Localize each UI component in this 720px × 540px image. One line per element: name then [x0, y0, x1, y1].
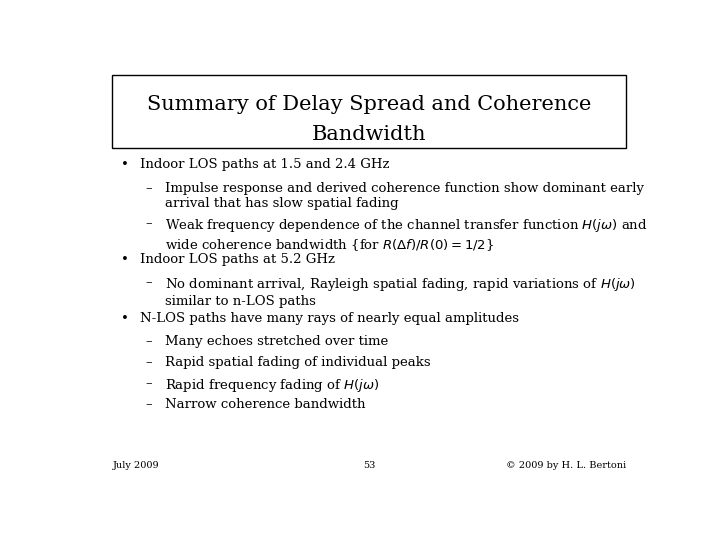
Text: N-LOS paths have many rays of nearly equal amplitudes: N-LOS paths have many rays of nearly equ… [140, 312, 519, 325]
Text: No dominant arrival, Rayleigh spatial fading, rapid variations of $H(j\omega)$
s: No dominant arrival, Rayleigh spatial fa… [166, 276, 636, 308]
Text: •: • [121, 158, 129, 171]
Text: Many echoes stretched over time: Many echoes stretched over time [166, 335, 389, 348]
Text: Impulse response and derived coherence function show dominant early
arrival that: Impulse response and derived coherence f… [166, 182, 644, 210]
Text: •: • [121, 253, 129, 266]
Text: –: – [145, 398, 153, 411]
Text: Rapid frequency fading of $H(j\omega)$: Rapid frequency fading of $H(j\omega)$ [166, 377, 380, 394]
Text: Indoor LOS paths at 1.5 and 2.4 GHz: Indoor LOS paths at 1.5 and 2.4 GHz [140, 158, 390, 171]
Text: Indoor LOS paths at 5.2 GHz: Indoor LOS paths at 5.2 GHz [140, 253, 336, 266]
Text: –: – [145, 218, 153, 231]
FancyBboxPatch shape [112, 75, 626, 148]
Text: Summary of Delay Spread and Coherence: Summary of Delay Spread and Coherence [147, 95, 591, 114]
Text: Weak frequency dependence of the channel transfer function $H(j\omega)$ and
wide: Weak frequency dependence of the channel… [166, 218, 648, 253]
Text: –: – [145, 276, 153, 289]
Text: –: – [145, 356, 153, 369]
Text: –: – [145, 335, 153, 348]
Text: –: – [145, 377, 153, 390]
Text: © 2009 by H. L. Bertoni: © 2009 by H. L. Bertoni [505, 461, 626, 470]
Text: 53: 53 [363, 461, 375, 470]
Text: Bandwidth: Bandwidth [312, 125, 426, 144]
Text: Rapid spatial fading of individual peaks: Rapid spatial fading of individual peaks [166, 356, 431, 369]
Text: July 2009: July 2009 [112, 461, 159, 470]
Text: –: – [145, 182, 153, 195]
Text: Narrow coherence bandwidth: Narrow coherence bandwidth [166, 398, 366, 411]
Text: •: • [121, 312, 129, 325]
